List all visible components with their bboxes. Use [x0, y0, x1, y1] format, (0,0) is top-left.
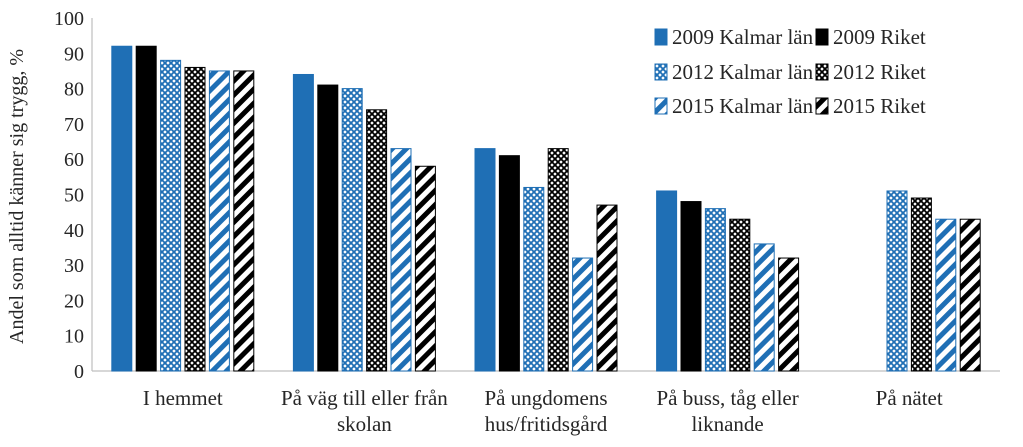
bar: [778, 257, 800, 372]
legend-swatch: [815, 97, 829, 115]
bar: [886, 190, 908, 372]
y-tick-label: 70: [64, 114, 84, 136]
legend-label: 2015 Kalmar län: [672, 94, 814, 118]
bar: [498, 155, 520, 372]
bar: [753, 243, 775, 372]
legend-swatch: [654, 63, 668, 81]
bar: [474, 148, 496, 372]
x-category-label: På ungdomens: [484, 386, 607, 410]
bar: [596, 204, 618, 372]
y-tick-label: 20: [64, 290, 84, 312]
bar: [680, 201, 702, 372]
bar: [910, 197, 932, 372]
y-tick-label: 40: [64, 220, 84, 242]
y-tick-label: 90: [64, 43, 84, 65]
x-category-label: På väg till eller från: [281, 386, 448, 410]
bar: [135, 45, 157, 372]
bar: [208, 70, 230, 372]
x-category-label: På buss, tåg eller: [656, 386, 798, 410]
bar: [959, 218, 981, 372]
bar: [547, 148, 569, 372]
y-tick-label: 80: [64, 79, 84, 101]
legend-label: 2009 Kalmar län: [672, 25, 814, 49]
bar: [523, 186, 545, 372]
legend-label: 2015 Riket: [833, 94, 926, 118]
x-category-label: I hemmet: [143, 386, 223, 410]
bar: [317, 84, 339, 372]
x-category-label: På nätet: [876, 386, 943, 410]
bar: [160, 59, 182, 372]
y-tick-label: 50: [64, 185, 84, 207]
bar: [572, 257, 594, 372]
y-axis-label: Andel som alltid känner sig trygg, %: [6, 49, 28, 344]
bar: [111, 45, 133, 372]
legend-label: 2009 Riket: [833, 25, 926, 49]
chart-legend: 2009 Kalmar län 2009 Riket 2012 Kalmar län…: [654, 25, 926, 118]
x-category-label: liknande: [691, 412, 763, 436]
bar: [341, 88, 363, 372]
bar: [414, 165, 436, 372]
legend-label: 2012 Riket: [833, 60, 926, 84]
bar: [366, 109, 388, 372]
x-category-label: skolan: [337, 412, 392, 436]
legend-label: 2012 Kalmar län: [672, 60, 814, 84]
y-tick-label: 10: [64, 326, 84, 348]
chart-bars: [111, 45, 981, 372]
x-category-label: hus/fritidsgård: [485, 412, 608, 436]
bar: [390, 148, 412, 372]
legend-swatch: [815, 28, 829, 46]
bar: [935, 218, 957, 372]
bar: [704, 208, 726, 372]
legend-swatch: [815, 63, 829, 81]
y-tick-label: 100: [54, 8, 84, 30]
legend-swatch: [654, 28, 668, 46]
bar: [184, 66, 206, 372]
y-tick-label: 30: [64, 255, 84, 277]
y-tick-label: 60: [64, 149, 84, 171]
legend-swatch: [654, 97, 668, 115]
bar: [656, 190, 678, 372]
bar: [292, 73, 314, 372]
bar: [233, 70, 255, 372]
bar: [729, 218, 751, 372]
chart-labels: 0 10 20 30 40 50 60 70 80 90 100 Andel som alltid k…: [6, 8, 943, 436]
y-tick-label: 0: [74, 361, 84, 383]
